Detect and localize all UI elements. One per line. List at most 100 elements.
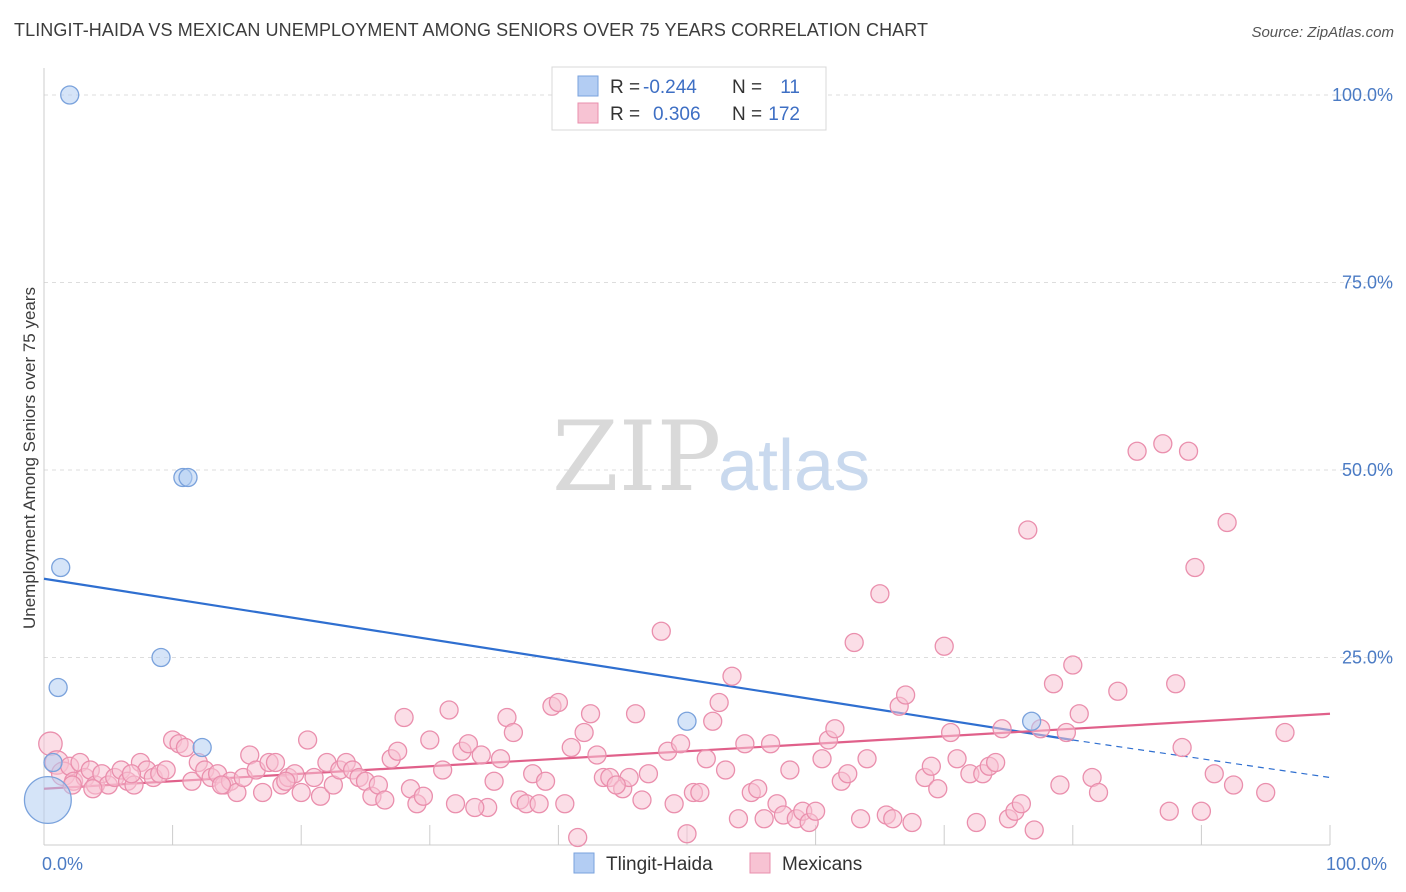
data-point xyxy=(561,737,581,758)
data-point xyxy=(1275,722,1295,743)
legend-swatch-tlingit xyxy=(577,75,599,97)
data-point xyxy=(1011,794,1032,814)
data-point xyxy=(722,666,742,686)
data-point xyxy=(895,685,916,705)
data-point xyxy=(458,734,479,754)
y-tick-label-50: 50.0% xyxy=(1342,460,1393,480)
data-point xyxy=(387,741,408,761)
legend-n-label-tlingit: N = xyxy=(732,77,762,98)
data-point xyxy=(535,771,556,791)
data-point xyxy=(252,782,273,803)
source-credit: Source: ZipAtlas.com xyxy=(1251,24,1394,41)
data-point xyxy=(291,782,311,803)
bottom-legend-label-tlingit: Tlingit-Haida xyxy=(606,854,713,875)
legend-n-value-mexicans: 172 xyxy=(768,104,800,125)
data-point xyxy=(754,809,774,829)
data-point xyxy=(574,722,594,743)
data-point xyxy=(192,737,212,758)
data-point xyxy=(1088,782,1109,803)
data-point xyxy=(375,790,395,810)
trend-line-tlingit-solid xyxy=(43,577,1073,742)
data-point xyxy=(690,782,710,803)
data-point xyxy=(940,722,961,743)
data-point xyxy=(43,752,63,773)
data-point xyxy=(902,812,922,833)
data-point xyxy=(748,779,768,799)
y-tick-label-100: 100.0% xyxy=(1332,85,1393,105)
data-point xyxy=(625,704,646,724)
data-point xyxy=(265,752,286,773)
legend-swatch-mexicans xyxy=(577,102,599,124)
bottom-legend-label-mexicans: Mexicans xyxy=(782,854,862,875)
data-point xyxy=(992,719,1012,739)
data-point xyxy=(812,749,832,769)
data-point xyxy=(735,734,755,754)
series-legend: Tlingit-Haida Mexicans xyxy=(573,852,862,875)
watermark: ZIP atlas xyxy=(552,401,870,513)
data-point xyxy=(568,827,588,848)
data-point xyxy=(1178,441,1199,461)
trend-lines xyxy=(43,577,1331,790)
data-point xyxy=(529,794,549,814)
legend-r-label-mexicans: R = xyxy=(610,104,640,125)
data-point xyxy=(1172,737,1192,758)
data-point xyxy=(490,749,511,769)
x-tick-label-max: 100.0% xyxy=(1326,854,1387,874)
data-point xyxy=(121,764,142,784)
data-point xyxy=(664,794,684,814)
data-point xyxy=(1050,775,1070,795)
data-point xyxy=(445,794,466,814)
data-point xyxy=(1018,520,1038,540)
legend-r-value-mexicans: 0.306 xyxy=(653,104,701,125)
data-point xyxy=(413,786,434,806)
data-point xyxy=(304,767,324,788)
data-point xyxy=(947,749,967,769)
x-tick-label-min: 0.0% xyxy=(42,854,83,874)
data-point xyxy=(825,719,845,739)
chart-title: TLINGIT-HAIDA VS MEXICAN UNEMPLOYMENT AM… xyxy=(14,20,929,40)
data-point xyxy=(805,801,826,821)
data-point xyxy=(439,700,459,720)
data-point xyxy=(651,621,671,641)
data-point xyxy=(1191,801,1212,821)
data-point xyxy=(632,790,652,810)
data-point xyxy=(1223,775,1244,795)
data-point xyxy=(1056,722,1077,743)
data-point xyxy=(844,632,864,653)
y-tick-label-25: 25.0% xyxy=(1342,648,1393,668)
data-point xyxy=(1127,441,1147,461)
y-tick-labels: 25.0% 50.0% 75.0% 100.0% xyxy=(1332,85,1393,668)
data-point xyxy=(966,812,986,833)
data-point xyxy=(677,824,697,844)
data-point xyxy=(921,756,941,776)
data-point xyxy=(985,752,1006,773)
data-point xyxy=(48,677,68,698)
watermark-zip: ZIP xyxy=(552,401,721,513)
data-point xyxy=(1021,711,1042,731)
y-tick-label-75: 75.0% xyxy=(1342,273,1393,293)
data-point xyxy=(587,745,607,765)
data-point xyxy=(1159,801,1179,821)
data-point xyxy=(433,760,453,780)
data-point xyxy=(182,771,202,791)
legend-n-label-mexicans: N = xyxy=(732,104,762,125)
data-point xyxy=(928,779,948,799)
data-point xyxy=(580,704,601,724)
data-point xyxy=(60,85,80,105)
data-point xyxy=(1217,512,1237,533)
legend-r-value-tlingit: -0.244 xyxy=(643,77,697,98)
data-point xyxy=(728,809,749,829)
data-point xyxy=(838,764,858,784)
data-point xyxy=(276,771,296,791)
data-point xyxy=(1108,681,1128,701)
bottom-legend-swatch-mexicans xyxy=(749,852,771,874)
data-point xyxy=(151,647,171,668)
data-point xyxy=(638,764,659,784)
data-point xyxy=(51,557,71,578)
data-point xyxy=(760,734,781,754)
legend-r-label-tlingit: R = xyxy=(610,77,640,98)
data-point xyxy=(1204,764,1224,784)
data-point xyxy=(83,779,103,799)
data-point xyxy=(857,749,877,769)
data-point xyxy=(780,760,800,780)
